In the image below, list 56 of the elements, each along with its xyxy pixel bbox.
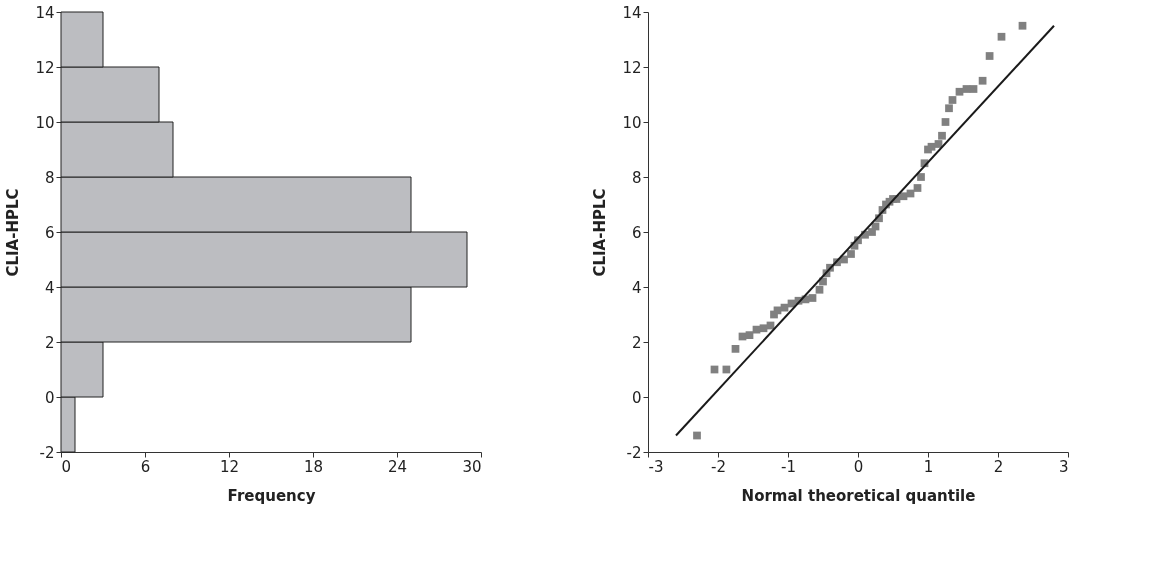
point [913,184,922,192]
point [917,173,925,181]
point [941,118,950,126]
x-tick-label: 1 [923,457,934,476]
y-tick-label: 0 [44,388,55,407]
x-tick-label: 2 [993,457,1004,476]
x-tick-label: 6 [140,457,151,476]
x-axis-title: Normal theoretical quantile [741,486,976,505]
x-axis-title: Frequency [227,486,316,505]
y-tick-label: 4 [44,278,55,297]
point [1018,21,1027,30]
point [693,431,701,440]
x-tick-label: 24 [387,457,408,476]
point [847,250,855,258]
point [985,52,994,60]
point [945,104,953,113]
point [927,142,936,151]
y-tick-label: 10 [622,113,642,132]
point [955,87,964,96]
x-tick-label: -3 [648,457,664,476]
y-tick-label: 0 [631,388,642,407]
x-tick-label: 3 [1058,457,1069,476]
y-tick-label: 12 [35,58,55,77]
y-tick-label: -2 [626,443,642,462]
y-tick-label: 6 [631,223,642,242]
y-tick-label: 14 [35,3,55,22]
point [978,76,987,85]
x-tick-label: 30 [462,457,482,476]
point [808,294,817,302]
point [745,331,754,339]
y-tick-label: 8 [631,168,642,187]
x-tick-label: 0 [61,457,72,476]
x-tick-label: -1 [781,457,796,476]
y-tick-label: 2 [631,333,642,352]
x-tick-label: 12 [219,457,240,476]
y-tick-label: -2 [39,443,55,462]
x-tick-label: 18 [303,457,324,476]
point [815,285,824,294]
point [969,85,978,93]
x-tick-label: -2 [711,457,726,476]
point [759,324,768,333]
point [938,131,946,140]
point [731,345,740,353]
y-tick-label: 2 [44,333,55,352]
y-tick-label: 10 [35,113,55,132]
y-tick-label: 6 [44,223,55,242]
y-tick-label: 4 [631,278,642,297]
point [962,85,971,93]
y-tick-label: 14 [622,3,642,22]
x-tick-label: 0 [853,457,864,476]
y-axis-title: CLIA-HPLC [4,188,23,277]
point [997,32,1006,41]
y-tick-label: 12 [622,58,642,77]
point [948,96,957,104]
y-tick-label: 8 [44,168,55,187]
y-axis-title: CLIA-HPLC [591,188,610,277]
